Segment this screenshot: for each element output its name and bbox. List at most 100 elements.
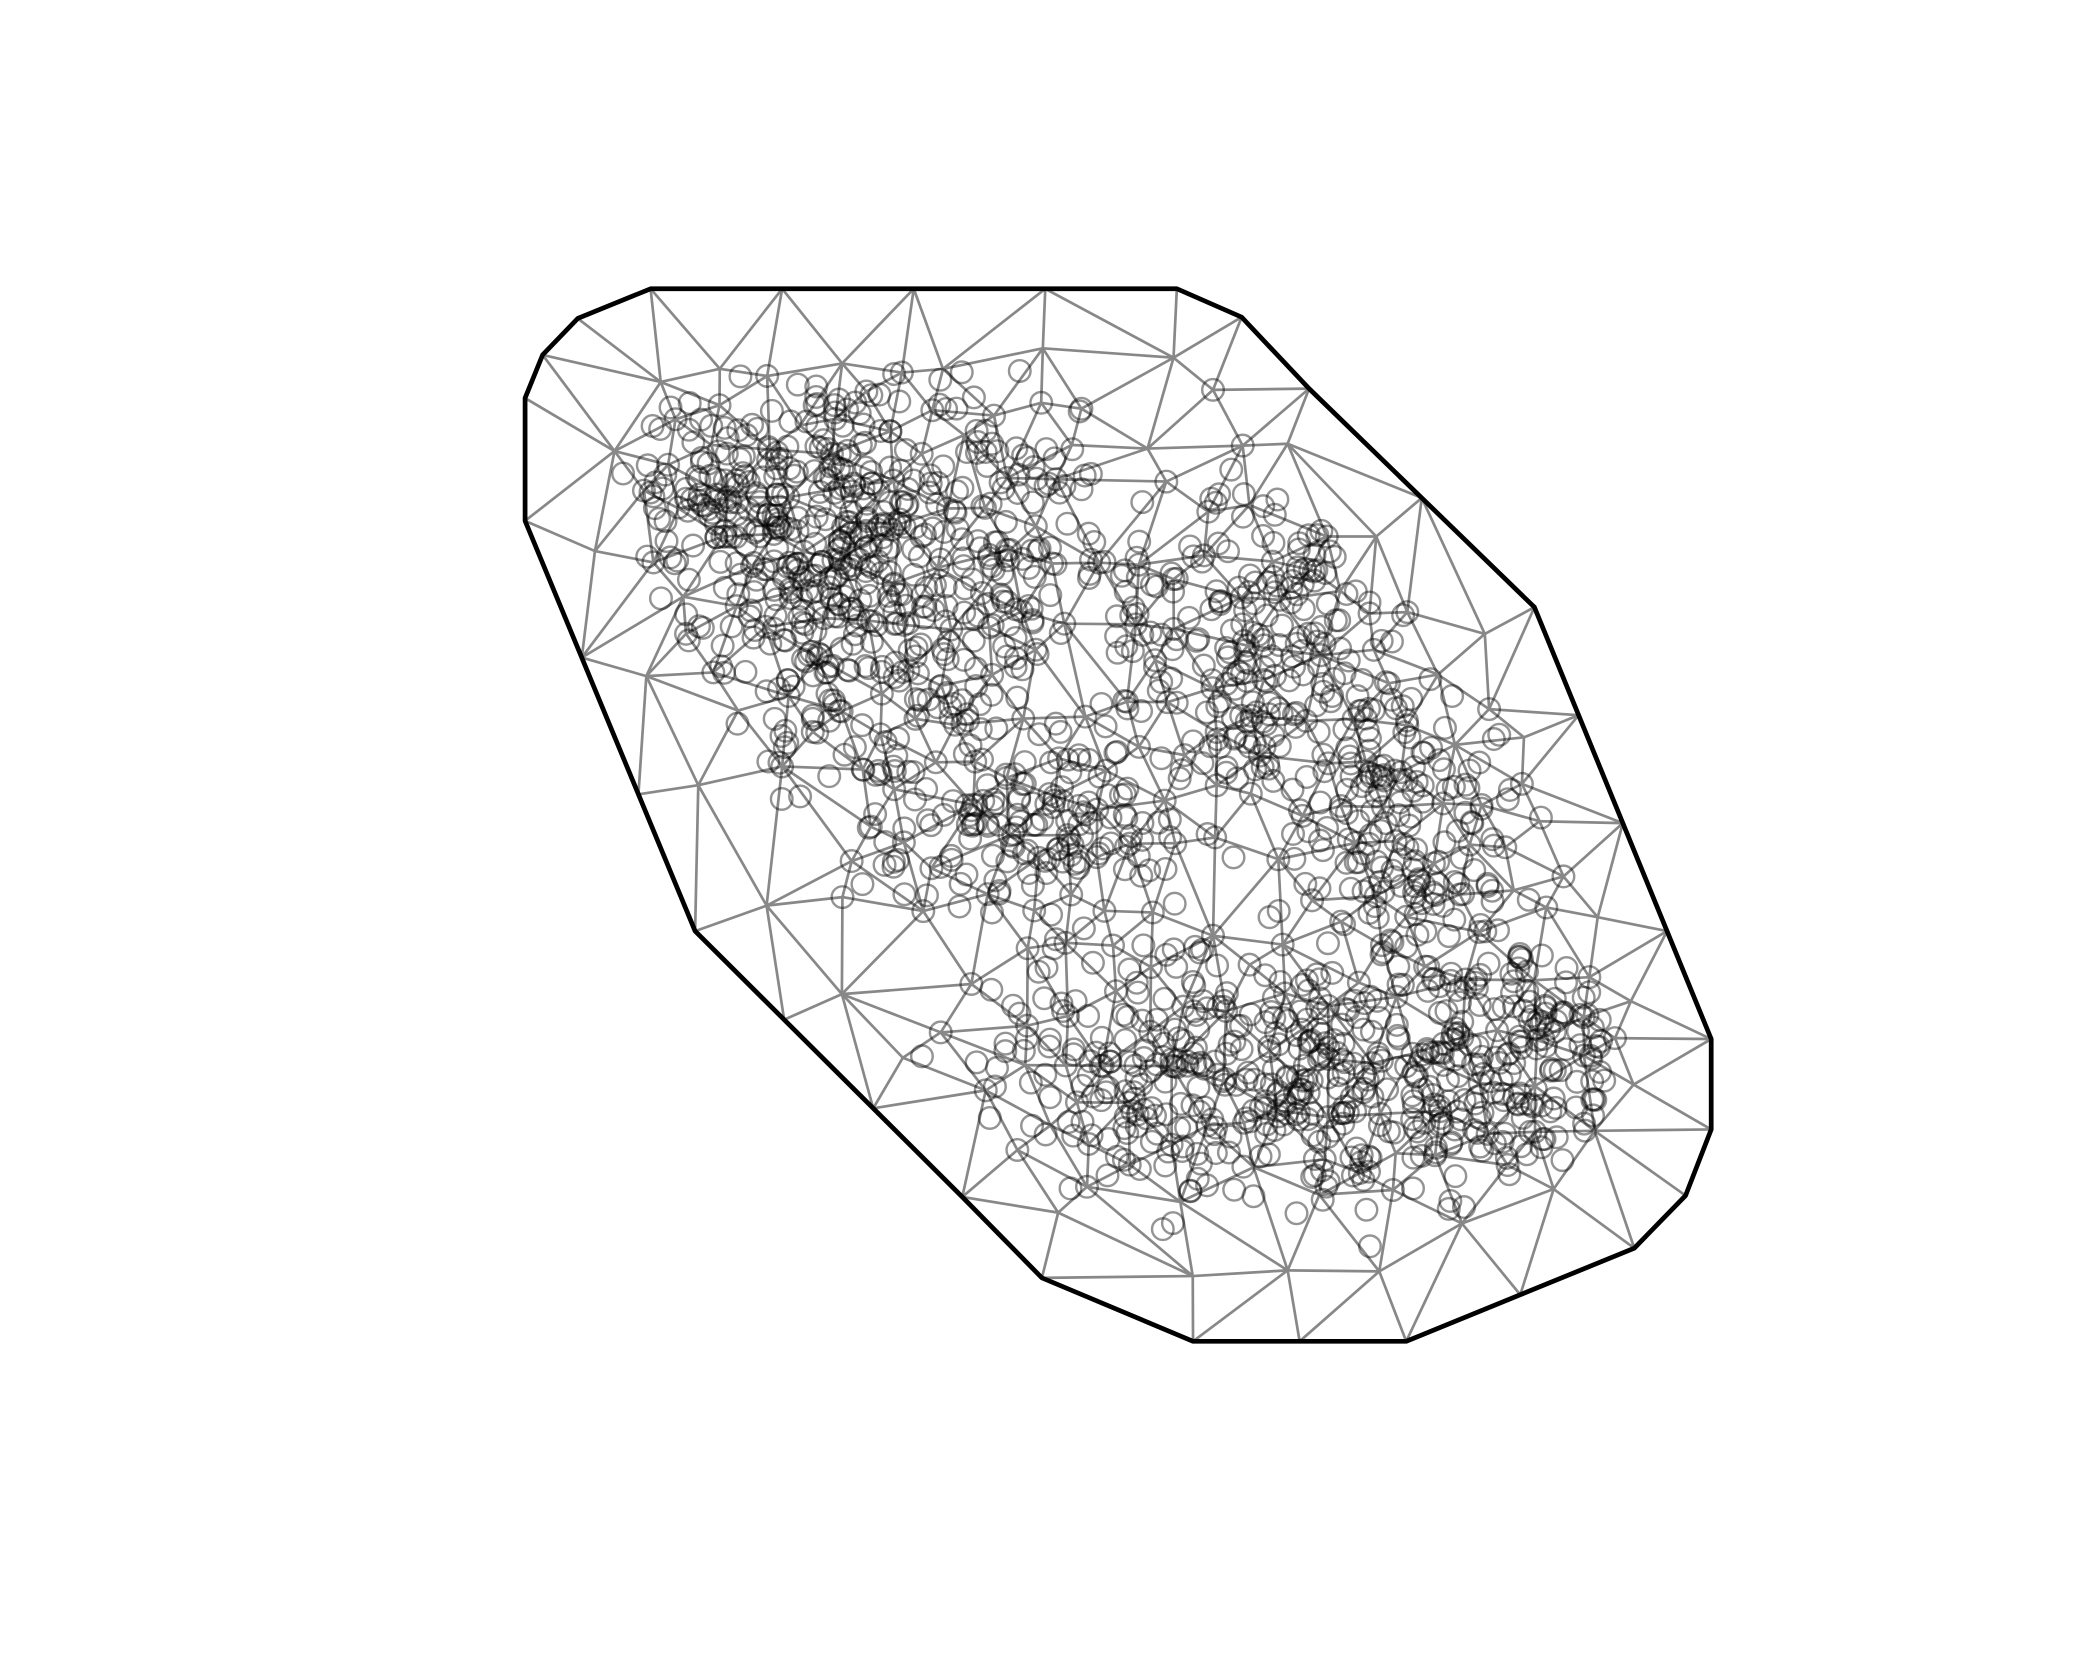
observation-point xyxy=(993,509,1018,534)
observation-point xyxy=(1016,594,1041,619)
observation-point xyxy=(767,750,792,775)
observation-point xyxy=(1117,1152,1142,1177)
mesh-edge xyxy=(788,694,843,713)
observation-point xyxy=(1453,800,1478,825)
mesh-edge xyxy=(1135,622,1174,631)
observation-point xyxy=(1200,923,1226,948)
observation-point xyxy=(905,703,930,728)
mesh-edge xyxy=(1006,402,1043,479)
observation-point xyxy=(1302,1163,1327,1188)
observation-point xyxy=(1089,1025,1114,1050)
observation-point xyxy=(1043,927,1068,952)
observation-point xyxy=(1240,620,1265,645)
mesh-edge xyxy=(1534,1084,1596,1132)
mesh-edge xyxy=(1137,701,1169,748)
observation-point xyxy=(1238,781,1263,806)
mesh-edge xyxy=(1375,535,1409,613)
observation-point xyxy=(1397,725,1422,750)
observation-point xyxy=(1142,1103,1167,1128)
observation-point xyxy=(1290,638,1315,663)
observation-point xyxy=(1290,803,1315,828)
mesh-edge xyxy=(947,506,986,510)
observation-point xyxy=(1024,812,1049,837)
mesh-edge xyxy=(790,558,841,594)
observation-point xyxy=(1436,1196,1461,1221)
observation-point xyxy=(776,485,801,510)
observation-point xyxy=(1026,959,1051,984)
observation-point xyxy=(818,582,843,607)
mesh-edge xyxy=(1304,654,1323,722)
observation-point xyxy=(1087,764,1112,789)
mesh-edge xyxy=(1300,1028,1330,1060)
mesh-edge xyxy=(613,418,677,453)
observation-point xyxy=(829,485,854,510)
observation-point xyxy=(1467,1071,1492,1096)
observation-point xyxy=(882,512,907,537)
mesh-edge xyxy=(902,841,933,870)
mesh-edge xyxy=(1388,673,1439,685)
mesh-edge xyxy=(1041,1274,1193,1280)
observation-point xyxy=(1387,767,1412,792)
observation-point xyxy=(1117,831,1142,856)
observation-point xyxy=(653,509,678,534)
observation-point xyxy=(1129,698,1154,724)
mesh-edge xyxy=(1464,931,1481,980)
observation-point xyxy=(877,560,902,585)
observation-point xyxy=(1092,898,1117,923)
mesh-edge xyxy=(941,673,993,688)
observation-point xyxy=(1154,1102,1179,1127)
observation-point xyxy=(1162,1054,1187,1079)
observation-point xyxy=(1357,601,1382,626)
observation-point xyxy=(1077,561,1102,586)
mesh-edge xyxy=(1484,606,1536,636)
mesh-edge xyxy=(936,508,950,568)
mesh-edge xyxy=(849,520,900,526)
mesh-edge xyxy=(1049,1124,1089,1188)
observation-points xyxy=(611,358,1628,1259)
observation-point xyxy=(1572,1111,1597,1136)
observation-point xyxy=(781,555,806,580)
mesh-edge xyxy=(1258,754,1304,817)
mesh-edge xyxy=(1240,597,1250,646)
observation-point xyxy=(1315,591,1340,616)
observation-point xyxy=(1413,919,1438,944)
observation-point xyxy=(915,808,940,833)
observation-point xyxy=(1517,989,1542,1014)
mesh-edge xyxy=(1513,889,1547,909)
observation-point xyxy=(1295,1107,1320,1132)
observation-point xyxy=(1063,989,1088,1014)
mesh-edge xyxy=(1436,674,1457,746)
observation-point xyxy=(1277,668,1302,693)
observation-point xyxy=(1457,1032,1482,1057)
observation-point xyxy=(1507,1029,1532,1054)
observation-point xyxy=(1337,744,1362,769)
observation-point xyxy=(1550,1148,1575,1173)
mesh-edge xyxy=(712,625,767,674)
mesh-edge xyxy=(1372,649,1391,684)
observation-point xyxy=(724,524,749,549)
observation-point xyxy=(1162,891,1187,916)
observation-point xyxy=(777,456,802,481)
observation-point xyxy=(1082,530,1107,555)
mesh-edge xyxy=(861,733,882,771)
observation-point xyxy=(715,426,740,451)
observation-point xyxy=(782,463,807,488)
mesh-edge xyxy=(1172,356,1214,391)
mesh-edge xyxy=(1216,784,1252,796)
observation-point xyxy=(1208,591,1233,617)
observation-point xyxy=(689,445,714,470)
observation-point xyxy=(815,660,840,685)
observation-point xyxy=(1125,601,1150,626)
observation-point xyxy=(1117,957,1142,982)
observation-point xyxy=(1256,751,1281,776)
observation-point xyxy=(848,521,873,546)
mesh-edge xyxy=(872,1057,905,1109)
mesh-edge xyxy=(1112,944,1152,969)
mesh-edge xyxy=(840,993,904,1059)
observation-point xyxy=(932,519,957,544)
observation-point xyxy=(850,713,875,738)
mesh-edge xyxy=(940,629,953,686)
observation-point xyxy=(925,470,950,495)
mesh-edge xyxy=(1096,808,1131,845)
mesh-edge xyxy=(593,450,616,552)
